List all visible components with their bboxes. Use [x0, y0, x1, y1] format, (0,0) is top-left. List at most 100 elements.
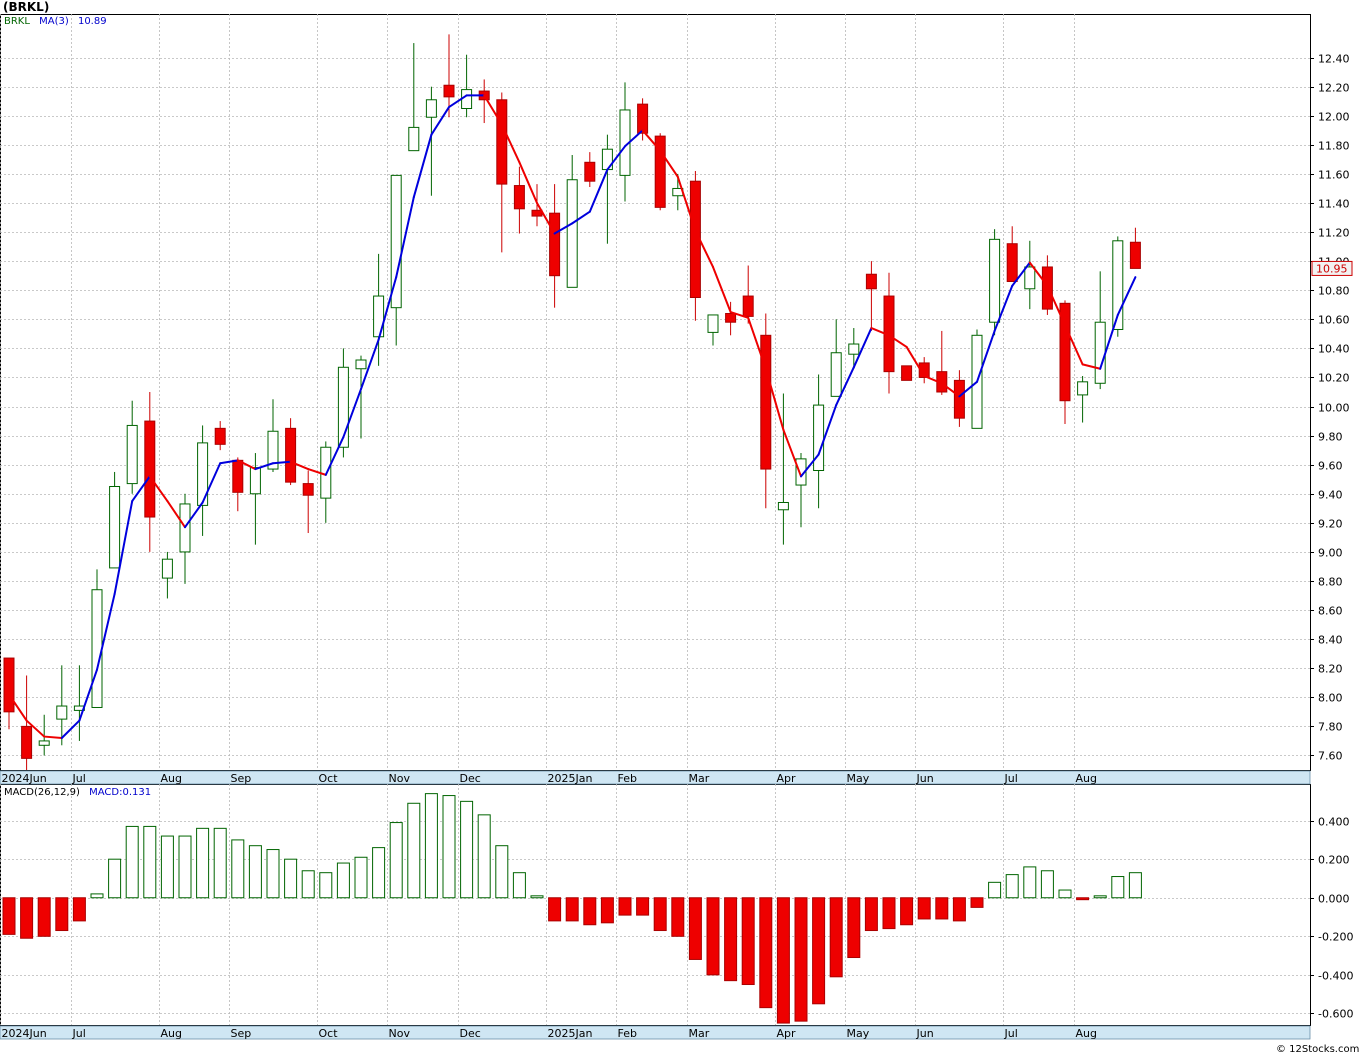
ma-segment [148, 475, 169, 503]
candle [989, 229, 1001, 336]
ma-segment [184, 501, 204, 529]
macd-x-label: Apr [777, 1027, 797, 1040]
ma-segment [518, 161, 538, 204]
candle [126, 400, 138, 494]
macd-bar [1111, 876, 1125, 899]
macd-bar [90, 893, 104, 899]
price-x-label: Sep [231, 772, 252, 785]
candle [197, 425, 209, 536]
price-x-label: Oct [319, 772, 339, 785]
macd-bar [548, 897, 562, 922]
macd-bar [583, 897, 597, 926]
macd-bar [759, 897, 773, 1009]
macd-bar [477, 814, 491, 899]
price-tick-label: 8.20 [1318, 663, 1343, 676]
candle-body [865, 273, 877, 290]
macd-bar [37, 897, 51, 937]
candle-body [249, 467, 261, 495]
candle-body [707, 314, 719, 333]
macd-bar [952, 897, 966, 922]
candle [91, 569, 103, 708]
candle [21, 675, 33, 770]
ma-segment [448, 94, 468, 109]
candle [830, 319, 842, 397]
ma-segment [870, 327, 890, 337]
ma-segment [852, 327, 873, 369]
candle-body [1024, 266, 1036, 290]
candle-body [3, 657, 15, 713]
candle-body [267, 430, 279, 470]
candle-body [232, 459, 244, 493]
candle [355, 355, 367, 439]
price-tick-label: 12.20 [1318, 82, 1350, 95]
macd-bar [900, 897, 914, 926]
macd-tick-label: 0.000 [1318, 893, 1350, 906]
macd-date-strip [0, 1025, 1311, 1040]
candle [1059, 300, 1071, 424]
price-tick-label: 10.00 [1318, 402, 1350, 415]
macd-tick-label: -0.600 [1318, 1008, 1353, 1021]
candle-body [637, 103, 649, 134]
macd-bar [72, 897, 86, 922]
ma-segment [1081, 363, 1102, 370]
macd-bar [1040, 870, 1054, 899]
price-date-strip [0, 770, 1311, 785]
candle-body [742, 295, 754, 317]
price-x-label: Apr [777, 772, 797, 785]
ma-segment [25, 719, 46, 738]
ma-segment [940, 382, 961, 398]
macd-bar [372, 847, 386, 899]
macd-bar [776, 897, 790, 1024]
chart-title: (BRKL) [3, 0, 49, 14]
candle-body [566, 179, 578, 288]
price-tick-label: 8.60 [1318, 605, 1343, 618]
candle [109, 471, 121, 569]
candle-body [795, 458, 807, 486]
legend-symbol: BRKL [4, 16, 30, 27]
macd-bar [160, 835, 174, 899]
ma-segment [1116, 276, 1137, 316]
macd-x-label: Jul [1004, 1027, 1018, 1040]
ma-segment [905, 345, 926, 378]
candle-body [848, 343, 860, 355]
macd-x-label: Jun [916, 1027, 934, 1040]
macd-bar [248, 845, 262, 899]
ma-segment [976, 329, 996, 383]
price-tick-label: 8.00 [1318, 692, 1343, 705]
price-x-label: Jun [916, 772, 934, 785]
last-price-tag: 10.95 [1311, 260, 1353, 276]
macd-bar [935, 897, 949, 920]
macd-bar [1005, 874, 1019, 899]
macd-bar [2, 897, 16, 935]
candle-body [285, 427, 297, 483]
macd-legend-value: MACD:0.131 [89, 787, 151, 798]
macd-legend: MACD(26,12,9) MACD:0.131 [4, 787, 151, 798]
price-tick-label: 11.80 [1318, 140, 1350, 153]
macd-bar [512, 872, 526, 899]
price-tick-label: 9.60 [1318, 460, 1343, 473]
candle-body [989, 238, 1001, 323]
macd-x-label: Oct [319, 1027, 339, 1040]
candle-body [496, 99, 508, 185]
price-tick-label: 8.40 [1318, 634, 1343, 647]
macd-bar [354, 856, 368, 899]
candle-body [953, 379, 965, 419]
candle-body [337, 366, 349, 448]
candle [214, 421, 226, 451]
candle-body [813, 404, 825, 472]
macd-bar [618, 897, 632, 916]
candle-body [126, 424, 138, 485]
price-x-label: Aug [161, 772, 182, 785]
macd-tick-label: 0.200 [1318, 854, 1350, 867]
price-tick-label: 12.40 [1318, 53, 1350, 66]
candle-body [91, 589, 103, 708]
candle [56, 665, 68, 746]
macd-bar [688, 897, 702, 960]
candle-body [513, 185, 525, 210]
price-tick-label: 10.20 [1318, 372, 1350, 385]
candle [267, 399, 279, 472]
macd-x-label: Aug [1076, 1027, 1097, 1040]
macd-tick-label: -0.200 [1318, 931, 1353, 944]
candle-body [901, 365, 913, 381]
candle-body [461, 89, 473, 109]
